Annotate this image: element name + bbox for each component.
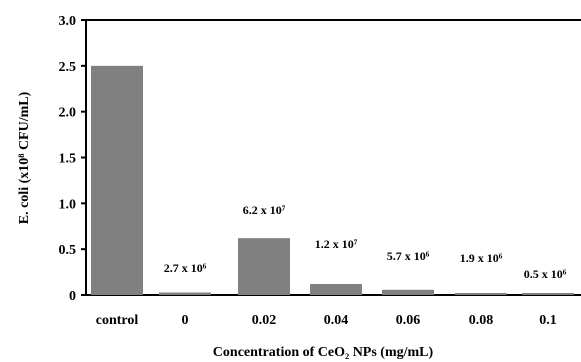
x-tick-label: 0.1	[539, 313, 557, 328]
y-ticks: 0 0.5 1.0 1.5 2.0 2.5 3.0	[59, 14, 86, 304]
y-axis-title: E. coli (x10⁸ CFU/mL)	[17, 91, 32, 224]
y-tick-label: 1.5	[59, 152, 77, 167]
y-tick-label: 3.0	[59, 14, 77, 29]
bar-data-label: 6.2 x 10⁷	[243, 203, 286, 217]
x-ticks: control 0 0.02 0.04 0.06 0.08 0.1	[96, 313, 557, 328]
bars	[91, 65, 574, 295]
bar-data-label: 5.7 x 10⁶	[387, 249, 430, 263]
y-tick-label: 0	[69, 289, 76, 304]
y-tick-label: 2.0	[59, 106, 77, 121]
plot-frame	[85, 19, 581, 296]
y-tick-label: 0.5	[59, 243, 77, 258]
bar-conc-0_06	[382, 289, 434, 295]
x-tick-label: 0.06	[396, 313, 421, 328]
x-tick-label: 0.04	[324, 313, 349, 328]
bar-data-label: 1.9 x 10⁶	[460, 251, 503, 265]
bar-data-label: 1.2 x 10⁷	[315, 237, 358, 251]
bar-data-label: 2.7 x 10⁶	[164, 261, 207, 275]
x-tick-label: 0	[182, 313, 189, 328]
y-tick-label: 1.0	[59, 197, 77, 212]
bar-conc-0_08	[455, 293, 507, 295]
x-tick-label: control	[96, 313, 139, 328]
bar-control	[91, 65, 143, 295]
bar-conc-0_04	[310, 284, 362, 295]
x-tick-label: 0.08	[469, 313, 494, 328]
bar-conc-0_02	[238, 238, 290, 295]
bar-conc-0_1	[522, 293, 574, 295]
x-axis-title: Concentration of CeO₂ NPs (mg/mL)	[213, 345, 434, 360]
bar-data-label: 0.5 x 10⁶	[524, 267, 567, 281]
bar-conc-0	[159, 292, 211, 295]
data-labels: 2.7 x 10⁶ 6.2 x 10⁷ 1.2 x 10⁷ 5.7 x 10⁶ 1.9 …	[164, 203, 567, 281]
x-tick-label: 0.02	[252, 313, 277, 328]
y-tick-label: 2.5	[59, 60, 77, 75]
